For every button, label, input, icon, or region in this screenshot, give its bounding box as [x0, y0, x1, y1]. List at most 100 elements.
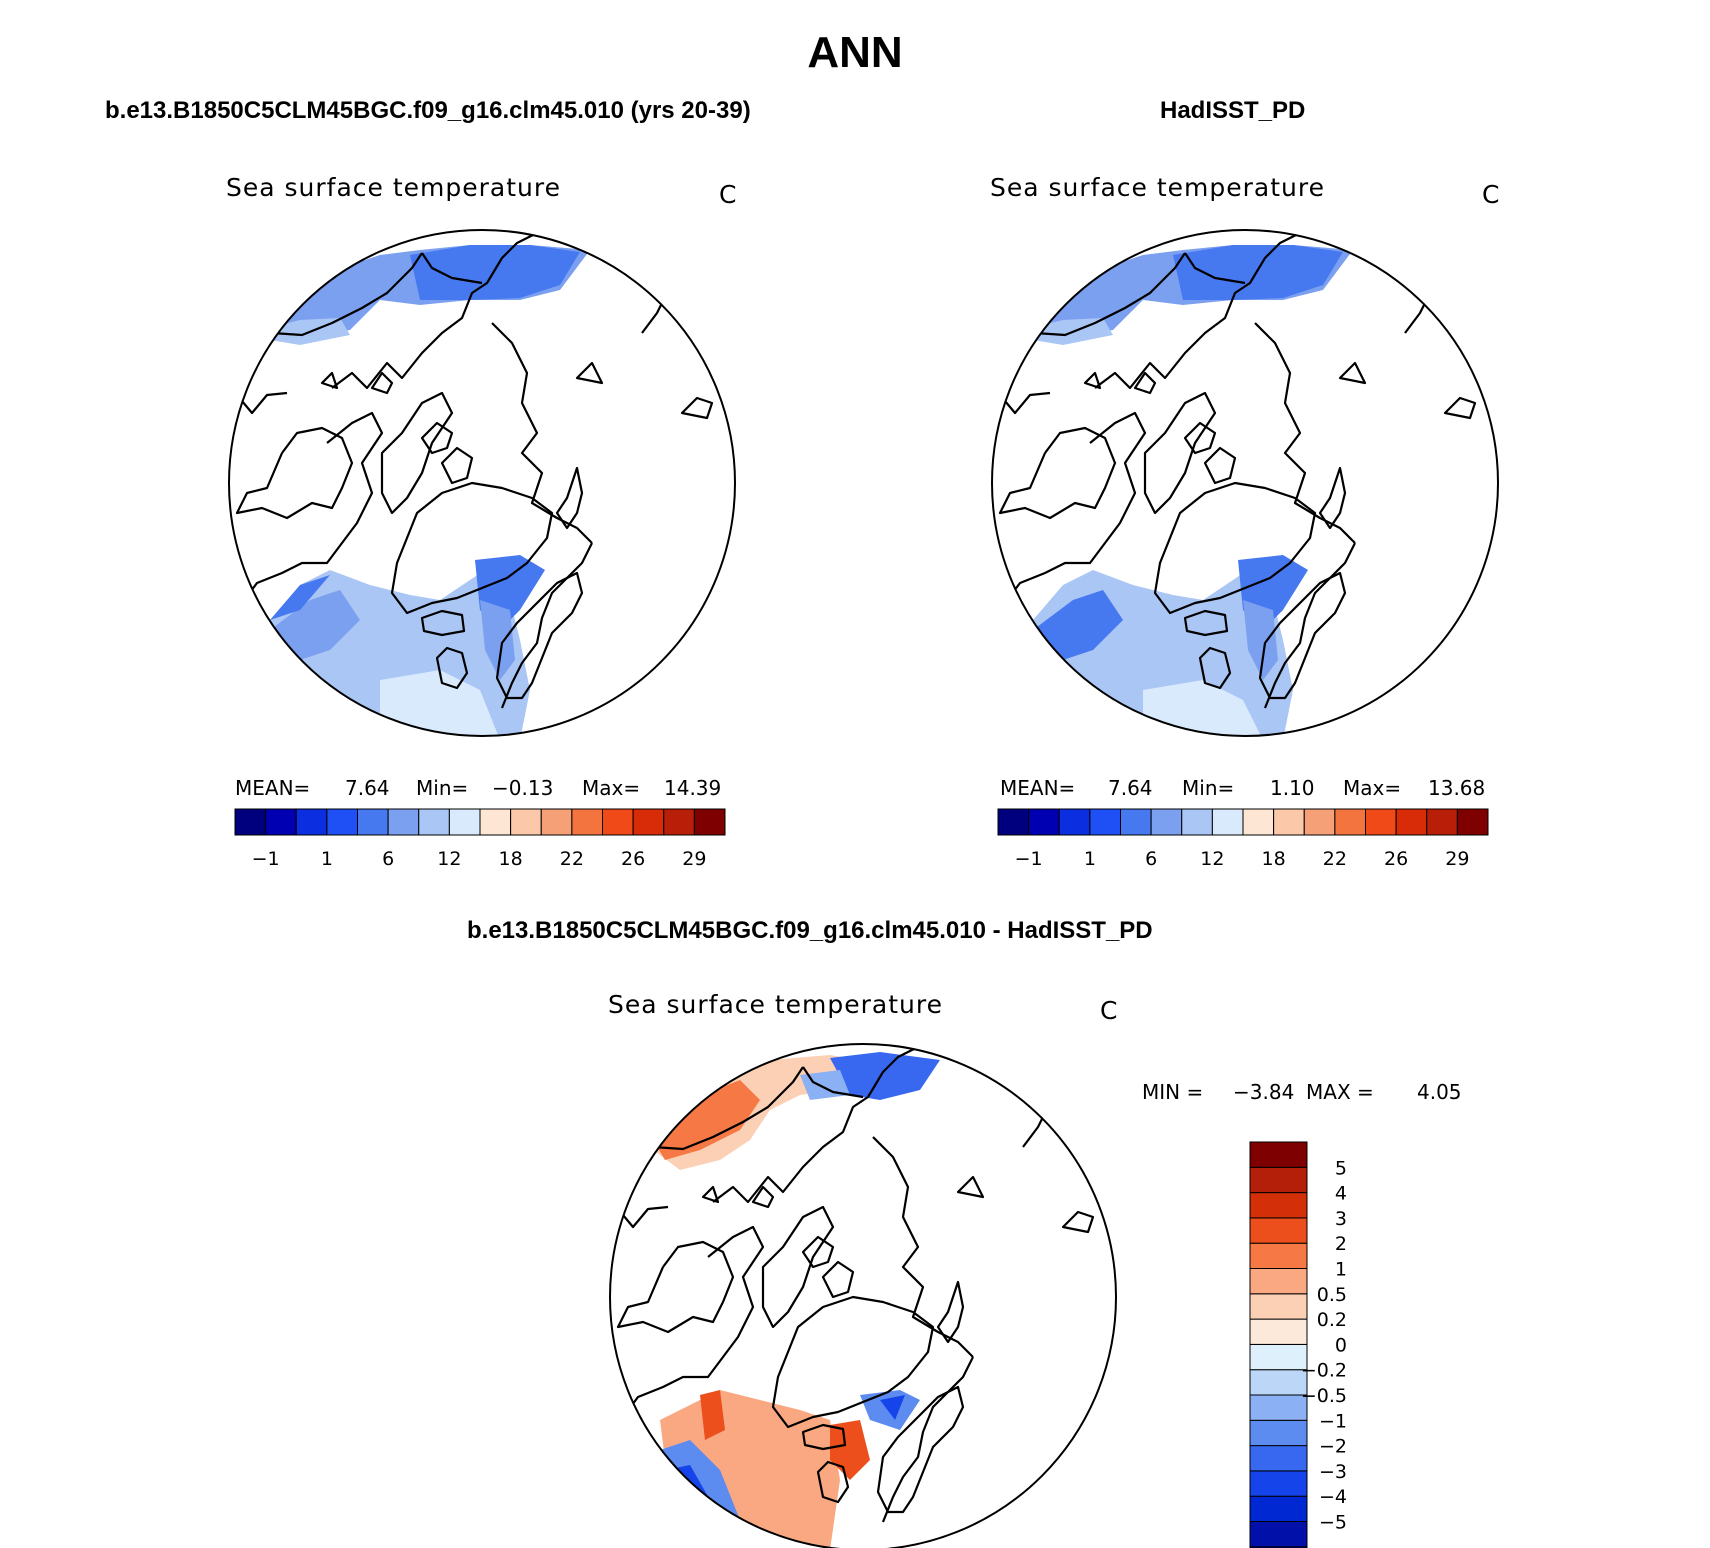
panel-1-mean-label: MEAN=	[235, 776, 311, 800]
panel-1-colorbar-swatch	[510, 808, 542, 836]
panel-2-case-title: HadISST_PD	[1160, 97, 1306, 124]
panel-1-colorbar-swatch	[265, 808, 297, 836]
panel-2-colorbar-tick-label: −1	[1015, 848, 1043, 870]
panel-2-units-label: C	[1482, 180, 1501, 209]
panel-2-colorbar-swatch	[1456, 808, 1489, 836]
diff-colorbar-swatch	[1249, 1268, 1308, 1295]
diff-colorbar-tick-label: −4	[1319, 1486, 1347, 1508]
panel-1-colorbar-tick-label: 6	[382, 848, 394, 870]
panel-1-min-value: −0.13	[492, 776, 554, 800]
panel-1-colorbar-swatch	[357, 808, 389, 836]
panel-1-colorbar-swatch	[571, 808, 603, 836]
diff-colorbar-swatch	[1249, 1217, 1308, 1244]
panel-1-colorbar-tick-label: 18	[499, 848, 523, 870]
diff-colorbar-swatch	[1249, 1318, 1308, 1345]
diff-colorbar-swatch	[1249, 1394, 1308, 1421]
panel-1-colorbar-tick-label: 12	[437, 848, 461, 870]
panel-2-colorbar-tick-label: 18	[1262, 848, 1286, 870]
diff-max-label: MAX =	[1306, 1080, 1374, 1104]
panel-1-min-label: Min=	[416, 776, 469, 800]
diff-max-value: 4.05	[1417, 1080, 1462, 1104]
panel-1-colorbar-swatch	[448, 808, 481, 836]
diff-min-value: −3.84	[1233, 1080, 1295, 1104]
panel-1-colorbar: −1 1 6 12 18 22 26 29	[234, 808, 726, 870]
panel-1-colorbar-tick-label: −1	[252, 848, 280, 870]
panel-2-colorbar-swatch	[1089, 808, 1121, 836]
diff-colorbar-swatch	[1249, 1293, 1308, 1320]
diff-min-label: MIN =	[1142, 1080, 1204, 1104]
diff-colorbar-swatch	[1249, 1369, 1308, 1396]
diff-colorbar-swatch	[1249, 1445, 1308, 1472]
diff-map	[609, 1043, 1117, 1548]
panel-2-colorbar-tick-label: 26	[1384, 848, 1408, 870]
panel-1-colorbar-swatch	[295, 808, 328, 836]
panel-1-colorbar-tick-label: 22	[560, 848, 584, 870]
panel-1-colorbar-tick-label: 26	[621, 848, 645, 870]
panel-1-colorbar-swatch	[602, 808, 634, 836]
panel-2-colorbar-swatch	[1365, 808, 1397, 836]
panel-1-colorbar-swatch	[326, 808, 358, 836]
panel-1-map	[228, 229, 736, 737]
panel-1-colorbar-swatch	[540, 808, 573, 836]
panel-2-map	[991, 229, 1499, 737]
diff-colorbar-swatch	[1249, 1192, 1308, 1219]
panel-2-colorbar-tick-label: 12	[1200, 848, 1224, 870]
diff-colorbar-tick-label: 5	[1335, 1157, 1347, 1179]
diff-colorbar-tick-label: 3	[1335, 1208, 1347, 1230]
diff-colorbar: −5 −4 −3 −2 −1 −0.5 −0.2 0 0.2 0.5 1 2 3 4 5	[1249, 1141, 1347, 1548]
panel-1-colorbar-swatch	[663, 808, 695, 836]
diff-case-title: b.e13.B1850C5CLM45BGC.f09_g16.clm45.010 …	[467, 917, 1153, 944]
diff-colorbar-tick-label: 0.5	[1317, 1284, 1347, 1306]
diff-colorbar-swatch	[1249, 1343, 1308, 1371]
panel-2-colorbar-swatch	[1426, 808, 1458, 836]
diff-colorbar-tick-label: −0.2	[1301, 1360, 1347, 1382]
diff-colorbar-tick-label: −5	[1319, 1512, 1347, 1534]
panel-1-colorbar-swatch	[479, 808, 512, 836]
panel-2-colorbar: −1 1 6 12 18 22 26 29	[997, 808, 1489, 870]
panel-2-colorbar-swatch	[1181, 808, 1213, 836]
diff-colorbar-swatch	[1249, 1470, 1308, 1497]
diff-colorbar-swatch	[1249, 1419, 1308, 1447]
diff-colorbar-swatch	[1249, 1242, 1308, 1269]
panel-2-variable-label: Sea surface temperature	[990, 173, 1325, 202]
panel-2-colorbar-swatch	[1303, 808, 1336, 836]
panel-2-max-label: Max=	[1343, 776, 1402, 800]
panel-1-units-label: C	[719, 180, 738, 209]
panel-2-mean-label: MEAN=	[1000, 776, 1076, 800]
panel-1-colorbar-swatch	[234, 808, 267, 836]
diff-colorbar-tick-label: 0	[1335, 1334, 1347, 1356]
panel-2-colorbar-swatch	[1150, 808, 1183, 836]
diff-colorbar-tick-label: 0.2	[1317, 1309, 1347, 1331]
main-title: ANN	[807, 28, 903, 77]
panel-2-colorbar-swatch	[1058, 808, 1091, 836]
panel-1-colorbar-swatch	[387, 808, 420, 836]
panel-2-colorbar-swatch	[1273, 808, 1305, 836]
diff-colorbar-swatch	[1249, 1166, 1308, 1194]
diff-variable-label: Sea surface temperature	[608, 990, 943, 1019]
panel-1-variable-label: Sea surface temperature	[226, 173, 561, 202]
panel-1-max-value: 14.39	[664, 776, 722, 800]
diff-colorbar-swatch	[1249, 1141, 1308, 1168]
diff-colorbar-swatch	[1249, 1521, 1308, 1548]
panel-2-colorbar-swatch	[1334, 808, 1366, 836]
diff-colorbar-tick-label: −1	[1319, 1410, 1347, 1432]
panel-1-colorbar-swatch	[632, 808, 665, 836]
panel-2-colorbar-swatch	[997, 808, 1030, 836]
panel-1-max-label: Max=	[582, 776, 641, 800]
panel-2-colorbar-swatch	[1242, 808, 1275, 836]
diff-colorbar-tick-label: −0.5	[1301, 1385, 1347, 1407]
panel-2-colorbar-swatch	[1395, 808, 1428, 836]
panel-2-colorbar-swatch	[1211, 808, 1244, 836]
panel-1-colorbar-tick-label: 29	[682, 848, 706, 870]
diff-colorbar-tick-label: 2	[1335, 1233, 1347, 1255]
diff-colorbar-tick-label: 1	[1335, 1259, 1347, 1281]
panel-1-case-title: b.e13.B1850C5CLM45BGC.f09_g16.clm45.010 …	[105, 97, 751, 124]
diff-units-label: C	[1100, 996, 1119, 1025]
diff-colorbar-tick-label: 4	[1335, 1183, 1347, 1205]
panel-1-mean-value: 7.64	[345, 776, 390, 800]
panel-2-colorbar-tick-label: 1	[1084, 848, 1096, 870]
diff-colorbar-tick-label: −2	[1319, 1436, 1347, 1458]
panel-2-mean-value: 7.64	[1108, 776, 1153, 800]
panel-2-max-value: 13.68	[1428, 776, 1486, 800]
